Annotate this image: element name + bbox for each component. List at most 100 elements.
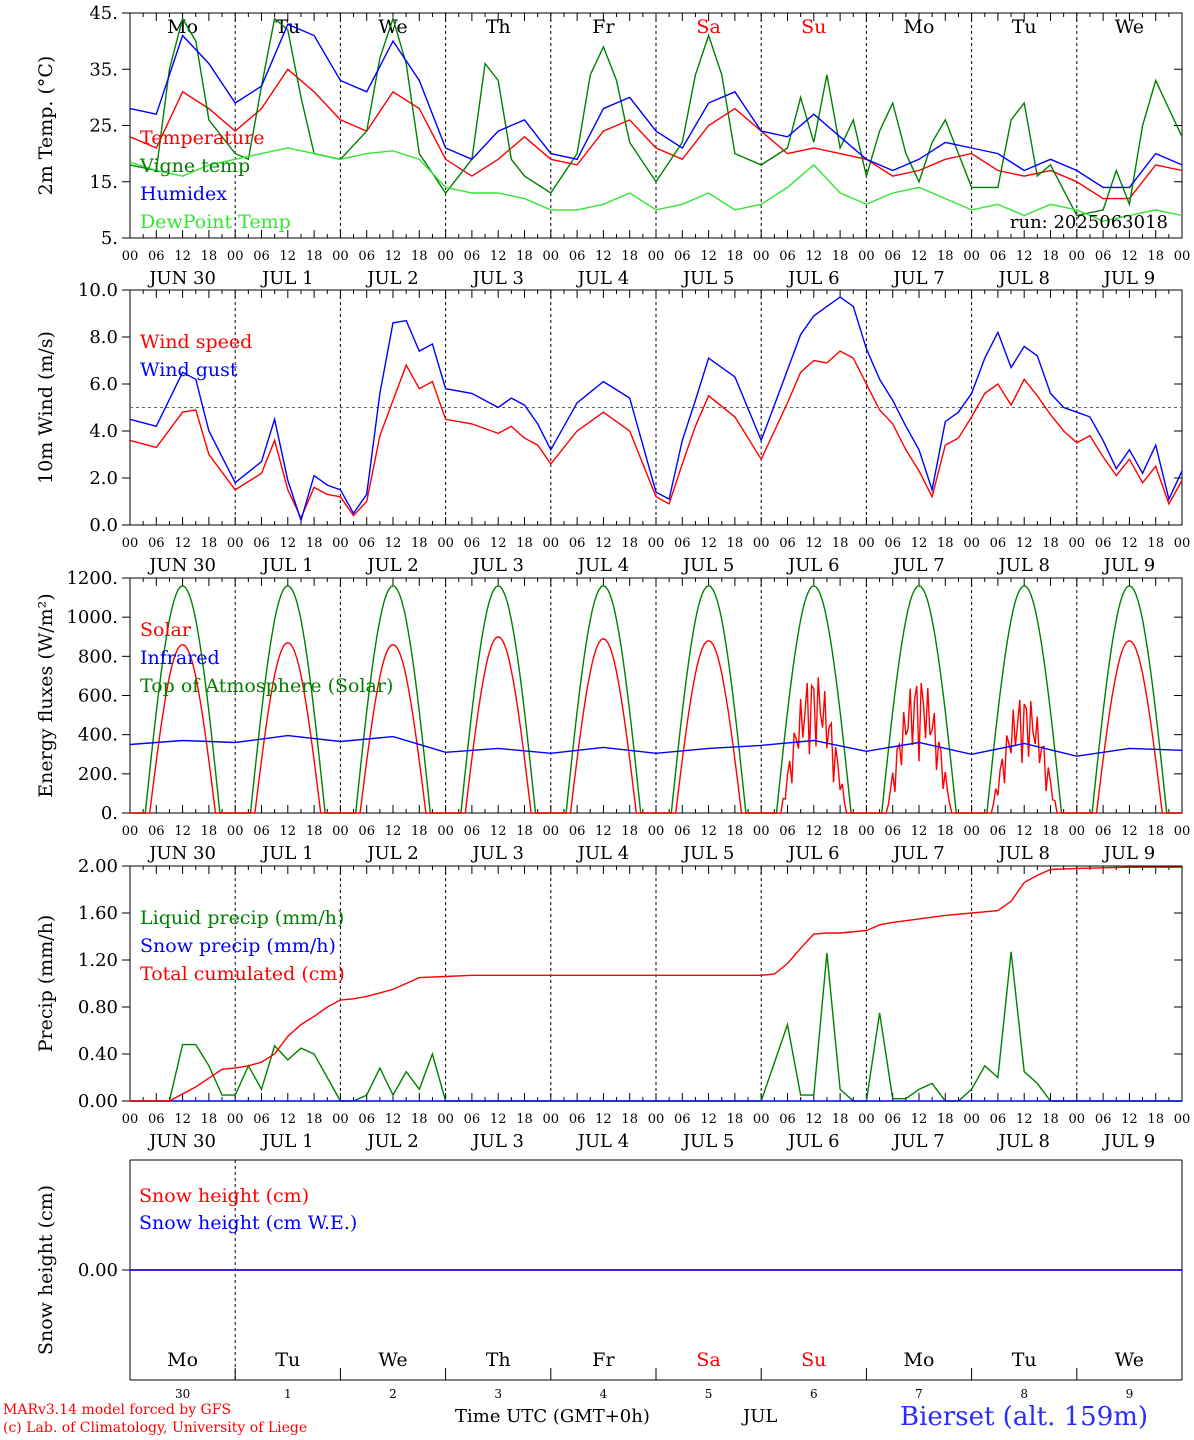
hour-tick-label: 12	[806, 249, 823, 264]
hour-tick-label: 00	[1174, 536, 1191, 551]
hour-tick-label: 00	[1069, 824, 1086, 839]
weekday-label: Mo	[904, 16, 935, 38]
hour-tick-label: 00	[648, 536, 665, 551]
day-number-label: 5	[705, 1387, 713, 1401]
legend-snow-height-cm: Snow height (cm)	[139, 1185, 309, 1207]
hour-tick-label: 18	[201, 536, 218, 551]
date-label: JUL 6	[786, 268, 840, 289]
weekday-label: Tu	[275, 16, 300, 38]
hour-tick-label: 12	[911, 249, 928, 264]
legend-snow-precip-mm-h: Snow precip (mm/h)	[140, 935, 336, 957]
weekday-label: We	[378, 16, 407, 38]
hour-tick-label: 06	[253, 1112, 270, 1127]
hour-tick-label: 00	[437, 1112, 454, 1127]
hour-tick-label: 06	[464, 824, 481, 839]
legend-solar: Solar	[140, 619, 192, 641]
hour-tick-label: 18	[1147, 249, 1164, 264]
date-label: JUL 3	[470, 555, 524, 576]
date-label: JUL 1	[260, 843, 314, 864]
hour-tick-label: 00	[1174, 1112, 1191, 1127]
hour-tick-label: 00	[858, 1112, 875, 1127]
date-label: JUL 2	[365, 1131, 419, 1152]
hour-tick-label: 12	[280, 249, 297, 264]
legend-vigne-temp: Vigne temp	[139, 155, 250, 177]
series-humidex	[129, 23, 1183, 189]
hour-tick-label: 06	[148, 536, 165, 551]
hour-tick-label: 18	[937, 824, 954, 839]
hour-tick-label: 06	[464, 249, 481, 264]
date-label: JUL 2	[365, 555, 419, 576]
date-label: JUL 4	[576, 1131, 630, 1152]
date-label: JUL 5	[681, 1131, 735, 1152]
hour-tick-label: 06	[1095, 824, 1112, 839]
date-label: JUL 3	[470, 1131, 524, 1152]
weekday-label: We	[378, 1349, 407, 1371]
hour-tick-label: 00	[753, 249, 770, 264]
hour-tick-label: 18	[832, 824, 849, 839]
hour-tick-label: 06	[674, 1112, 691, 1127]
y-tick-label: 0.0	[89, 515, 118, 536]
hour-tick-label: 12	[595, 1112, 612, 1127]
hour-tick-label: 06	[464, 536, 481, 551]
hour-tick-label: 00	[648, 1112, 665, 1127]
panel-3: 00 06 12 18 JUN 30 00 06 12 18 JUL 1 00 06 12 18 JUL 2…	[35, 568, 1190, 864]
date-label: JUN 30	[147, 268, 216, 289]
hour-tick-label: 18	[306, 1112, 323, 1127]
date-label: JUL 5	[681, 555, 735, 576]
date-label: JUL 9	[1102, 1131, 1156, 1152]
date-label: JUN 30	[147, 843, 216, 864]
series-wind-gust	[129, 296, 1183, 523]
hour-tick-label: 00	[963, 824, 980, 839]
y-tick-label: 800.	[78, 646, 118, 667]
hour-tick-label: 18	[832, 1112, 849, 1127]
weekday-label: Su	[801, 16, 826, 38]
hour-tick-label: 18	[306, 824, 323, 839]
date-label: JUL 1	[260, 268, 314, 289]
hour-tick-label: 12	[911, 536, 928, 551]
hour-tick-label: 12	[595, 249, 612, 264]
hour-tick-label: 12	[700, 536, 717, 551]
day-number-label: 9	[1126, 1387, 1134, 1401]
date-label: JUL 6	[786, 1131, 840, 1152]
series-wind-speed	[129, 350, 1183, 520]
hour-tick-label: 06	[148, 249, 165, 264]
date-label: JUL 7	[891, 843, 945, 864]
hour-tick-label: 18	[1042, 536, 1059, 551]
series-dewpoint-temp	[129, 147, 1183, 222]
hour-tick-label: 18	[727, 1112, 744, 1127]
hour-tick-label: 06	[569, 824, 586, 839]
date-label: JUL 2	[365, 268, 419, 289]
hour-tick-label: 18	[727, 536, 744, 551]
series-total-cumulated-cm-	[130, 866, 1182, 1102]
hour-tick-label: 18	[832, 536, 849, 551]
hour-tick-label: 18	[201, 249, 218, 264]
hour-tick-label: 18	[1042, 824, 1059, 839]
hour-tick-label: 00	[227, 536, 244, 551]
y-axis-label: Energy fluxes (W/m²)	[35, 593, 57, 797]
hour-tick-label: 12	[174, 824, 191, 839]
y-tick-label: 0.40	[78, 1044, 118, 1065]
hour-tick-label: 18	[1042, 1112, 1059, 1127]
y-axis-label: Snow height (cm)	[35, 1185, 57, 1355]
hour-tick-label: 12	[490, 1112, 507, 1127]
hour-tick-label: 00	[227, 824, 244, 839]
date-label: JUL 6	[786, 555, 840, 576]
hour-tick-label: 18	[516, 536, 533, 551]
hour-tick-label: 00	[437, 536, 454, 551]
day-number-label: 4	[600, 1387, 608, 1401]
hour-tick-label: 00	[122, 824, 139, 839]
hour-tick-label: 00	[1069, 249, 1086, 264]
weekday-label: We	[1115, 1349, 1144, 1371]
hour-tick-label: 12	[1121, 536, 1138, 551]
hour-tick-label: 06	[569, 1112, 586, 1127]
hour-tick-label: 12	[280, 824, 297, 839]
hour-tick-label: 00	[122, 1112, 139, 1127]
hour-tick-label: 00	[227, 249, 244, 264]
date-label: JUL 2	[365, 843, 419, 864]
day-number-label: 1	[284, 1387, 292, 1401]
hour-tick-label: 06	[674, 824, 691, 839]
run-label: run: 2025063018	[1010, 212, 1168, 233]
hour-tick-label: 12	[1016, 824, 1033, 839]
hour-tick-label: 12	[806, 824, 823, 839]
hour-tick-label: 00	[332, 824, 349, 839]
